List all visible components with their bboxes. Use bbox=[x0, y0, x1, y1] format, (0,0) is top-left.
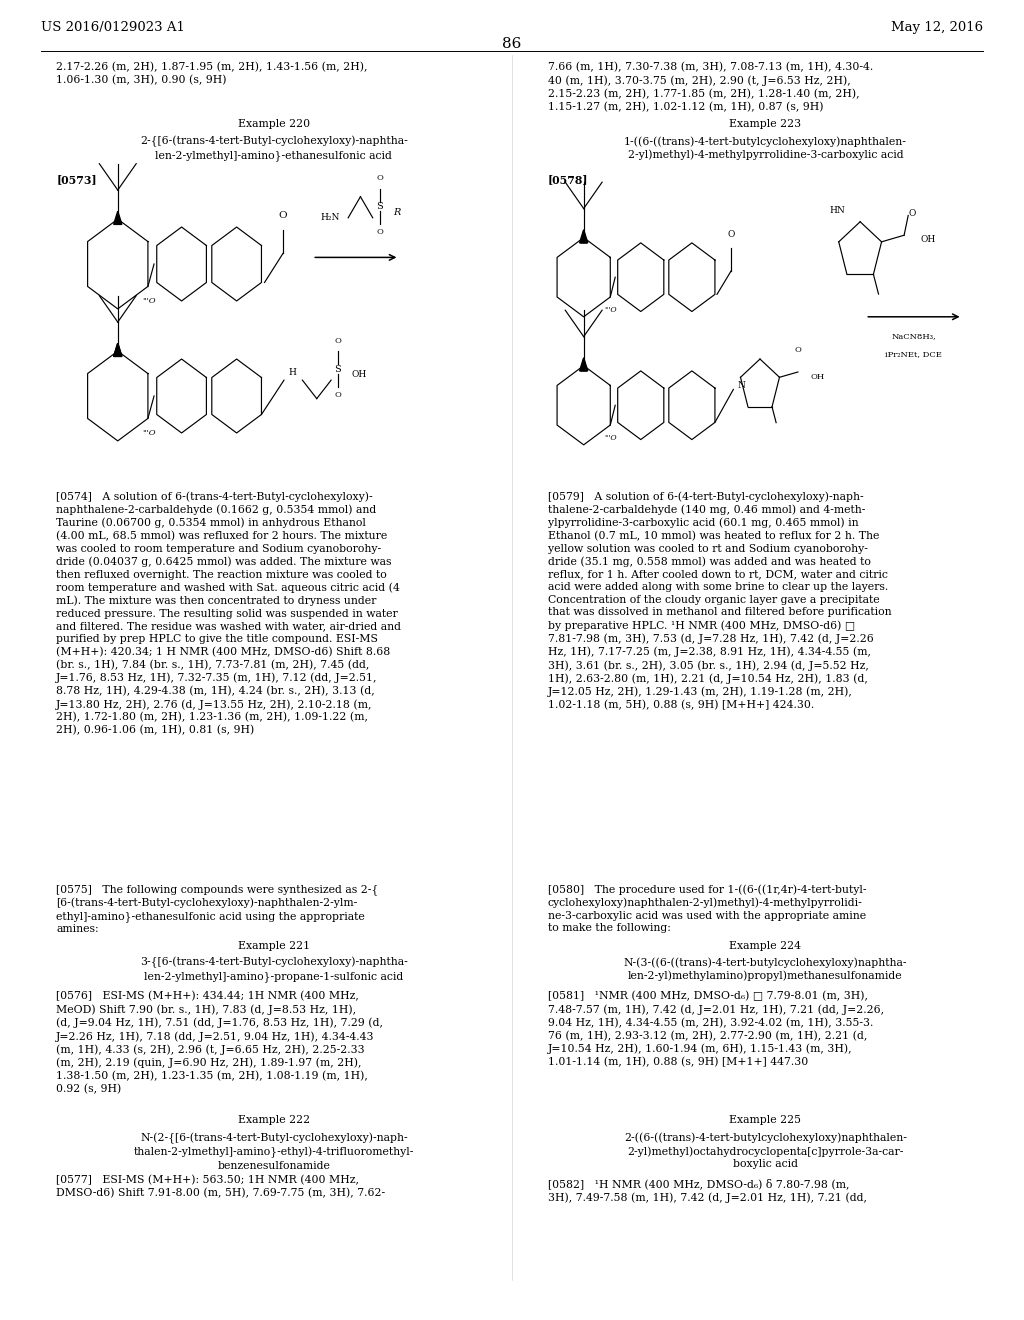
Text: [0573]: [0573] bbox=[56, 174, 97, 185]
Text: N: N bbox=[737, 381, 745, 389]
Text: O: O bbox=[377, 228, 383, 236]
Text: Example 224: Example 224 bbox=[729, 941, 802, 952]
Text: OH: OH bbox=[351, 371, 367, 379]
Text: O: O bbox=[377, 174, 383, 182]
Text: '''O: '''O bbox=[142, 297, 156, 305]
Text: H: H bbox=[288, 368, 296, 376]
Text: O: O bbox=[795, 346, 802, 354]
Text: iPr₂NEt, DCE: iPr₂NEt, DCE bbox=[886, 350, 942, 358]
Text: [0580]   The procedure used for 1-((6-((1r,4r)-4-tert-butyl-
cyclohexyloxy)napht: [0580] The procedure used for 1-((6-((1r… bbox=[548, 884, 866, 933]
Text: 2.17-2.26 (m, 2H), 1.87-1.95 (m, 2H), 1.43-1.56 (m, 2H),
1.06-1.30 (m, 3H), 0.90: 2.17-2.26 (m, 2H), 1.87-1.95 (m, 2H), 1.… bbox=[56, 62, 368, 86]
Text: R: R bbox=[393, 209, 400, 216]
Text: 3-{[6-(trans-4-tert-Butyl-cyclohexyloxy)-naphtha-
len-2-ylmethyl]-amino}-propane: 3-{[6-(trans-4-tert-Butyl-cyclohexyloxy)… bbox=[140, 957, 408, 982]
Text: 7.66 (m, 1H), 7.30-7.38 (m, 3H), 7.08-7.13 (m, 1H), 4.30-4.
40 (m, 1H), 3.70-3.7: 7.66 (m, 1H), 7.30-7.38 (m, 3H), 7.08-7.… bbox=[548, 62, 873, 112]
Text: May 12, 2016: May 12, 2016 bbox=[891, 21, 983, 34]
Text: Example 221: Example 221 bbox=[238, 941, 310, 952]
Polygon shape bbox=[114, 211, 122, 224]
Text: 2-((6-((trans)-4-tert-butylcyclohexyloxy)naphthalen-
2-yl)methyl)octahydrocyclop: 2-((6-((trans)-4-tert-butylcyclohexyloxy… bbox=[624, 1133, 907, 1170]
Text: HN: HN bbox=[829, 206, 846, 215]
Polygon shape bbox=[580, 230, 588, 243]
Text: [0578]: [0578] bbox=[548, 174, 589, 185]
Text: O: O bbox=[335, 391, 342, 399]
Text: '''O: '''O bbox=[604, 306, 617, 314]
Text: NaCN8H₃,: NaCN8H₃, bbox=[892, 333, 936, 341]
Text: 2-{[6-(trans-4-tert-Butyl-cyclohexyloxy)-naphtha-
len-2-ylmethyl]-amino}-ethanes: 2-{[6-(trans-4-tert-Butyl-cyclohexyloxy)… bbox=[140, 136, 408, 161]
Text: H₂N: H₂N bbox=[321, 214, 340, 222]
Text: US 2016/0129023 A1: US 2016/0129023 A1 bbox=[41, 21, 185, 34]
Text: [0577]   ESI-MS (M+H+): 563.50; 1H NMR (400 MHz,
DMSO-d6) Shift 7.91-8.00 (m, 5H: [0577] ESI-MS (M+H+): 563.50; 1H NMR (40… bbox=[56, 1175, 385, 1199]
Text: OH: OH bbox=[921, 235, 936, 244]
Text: N-(3-((6-((trans)-4-tert-butylcyclohexyloxy)naphtha-
len-2-yl)methylamino)propyl: N-(3-((6-((trans)-4-tert-butylcyclohexyl… bbox=[624, 957, 907, 981]
Text: O: O bbox=[279, 211, 288, 220]
Text: '''O: '''O bbox=[142, 429, 156, 437]
Polygon shape bbox=[114, 343, 122, 356]
Text: Example 222: Example 222 bbox=[238, 1115, 310, 1126]
Text: [0582]   ¹H NMR (400 MHz, DMSO-d₆) δ 7.80-7.98 (m,
3H), 7.49-7.58 (m, 1H), 7.42 : [0582] ¹H NMR (400 MHz, DMSO-d₆) δ 7.80-… bbox=[548, 1179, 867, 1203]
Text: [0579]   A solution of 6-(4-tert-Butyl-cyclohexyloxy)-naph-
thalene-2-carbaldehy: [0579] A solution of 6-(4-tert-Butyl-cyc… bbox=[548, 491, 892, 710]
Text: [0576]   ESI-MS (M+H+): 434.44; 1H NMR (400 MHz,
MeOD) Shift 7.90 (br. s., 1H), : [0576] ESI-MS (M+H+): 434.44; 1H NMR (40… bbox=[56, 991, 383, 1094]
Text: '''O: '''O bbox=[604, 434, 617, 442]
Polygon shape bbox=[114, 343, 122, 356]
Text: S: S bbox=[334, 364, 341, 374]
Text: Example 220: Example 220 bbox=[238, 119, 310, 129]
Text: [0581]   ¹NMR (400 MHz, DMSO-d₆) □ 7.79-8.01 (m, 3H),
7.48-7.57 (m, 1H), 7.42 (d: [0581] ¹NMR (400 MHz, DMSO-d₆) □ 7.79-8.… bbox=[548, 991, 884, 1068]
Text: O: O bbox=[335, 337, 342, 345]
Polygon shape bbox=[580, 358, 588, 371]
Text: O: O bbox=[908, 209, 916, 218]
Text: OH: OH bbox=[810, 374, 824, 381]
Text: N-(2-{[6-(trans-4-tert-Butyl-cyclohexyloxy)-naph-
thalen-2-ylmethyl]-amino}-ethy: N-(2-{[6-(trans-4-tert-Butyl-cyclohexylo… bbox=[134, 1133, 414, 1171]
Polygon shape bbox=[581, 231, 587, 243]
Text: 1-((6-((trans)-4-tert-butylcyclohexyloxy)naphthalen-
2-yl)methyl)-4-methylpyrrol: 1-((6-((trans)-4-tert-butylcyclohexyloxy… bbox=[624, 136, 907, 160]
Text: [0575]   The following compounds were synthesized as 2-{
[6-(trans-4-tert-Butyl-: [0575] The following compounds were synt… bbox=[56, 884, 379, 935]
Text: O: O bbox=[728, 230, 735, 239]
Text: Example 225: Example 225 bbox=[729, 1115, 802, 1126]
Text: 86: 86 bbox=[503, 37, 521, 51]
Text: [0574]   A solution of 6-(trans-4-tert-Butyl-cyclohexyloxy)-
naphthalene-2-carba: [0574] A solution of 6-(trans-4-tert-But… bbox=[56, 491, 401, 735]
Polygon shape bbox=[581, 359, 587, 371]
Text: Example 223: Example 223 bbox=[729, 119, 802, 129]
Text: S: S bbox=[376, 202, 383, 211]
